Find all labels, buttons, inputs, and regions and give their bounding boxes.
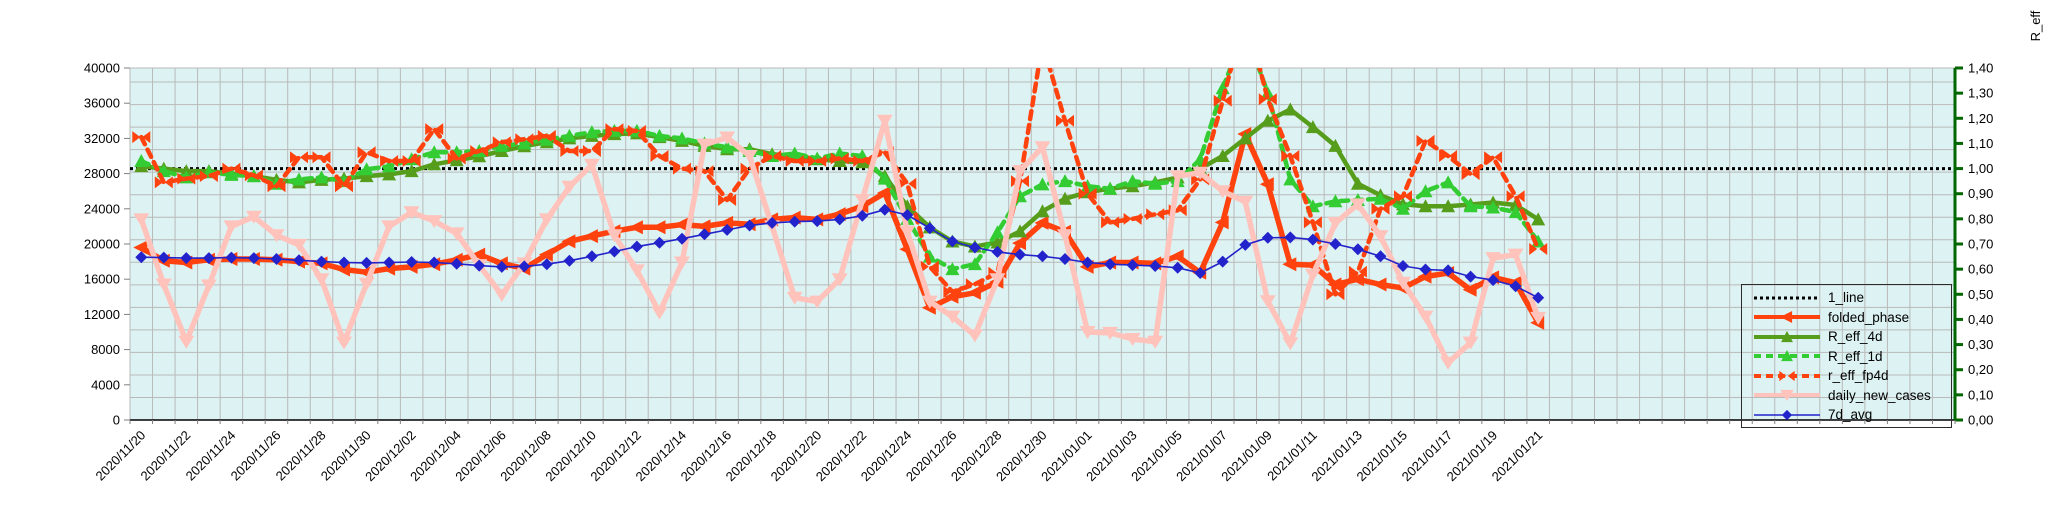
legend-item-7d_avg: 7d_avg [1742,406,1951,424]
legend-label: R_eff_4d [1828,329,1883,344]
left-axis-label: 20000 [84,237,120,252]
legend-sample-1_line [1754,296,1820,299]
right-axis-label: 0,00 [1968,413,1993,428]
right-axis-label: 0,10 [1968,387,1993,402]
right-axis-label: 1,30 [1968,86,1993,101]
legend-label: 7d_avg [1828,407,1873,422]
right-axis-label: 0,20 [1968,362,1993,377]
right-axis: 0,00 0,10 0,20 0,30 0,40 0,50 0,60 0,70 0,80 0,90… [1955,61,1993,428]
left-axis-label: 32000 [84,131,120,146]
x-axis: 2020/11/202020/11/222020/11/242020/11/26… [92,420,1956,484]
right-axis-label: 0,60 [1968,262,1993,277]
left-axis-label: 4000 [91,377,120,392]
bowtie-markers [132,93,1548,301]
right-axis-label: 0,70 [1968,237,1993,252]
left-axis-label: 0 [113,413,120,428]
legend-item-folded_phase: folded_phase [1742,308,1951,326]
plot-area [130,68,1955,420]
gridlines [129,67,1956,421]
right-axis-label: 0,90 [1968,186,1993,201]
legend-label: r_eff_fp4d [1828,368,1889,383]
right-axis-label: 1,10 [1968,136,1993,151]
right-axis-label: 0,80 [1968,211,1993,226]
right-axis-title: R_eff [2028,10,2043,42]
legend-sample-R_eff_4d [1754,330,1820,342]
left-axis-label: 40000 [84,61,120,76]
legend-item-R_eff_1d: R_eff_1d [1742,347,1951,365]
series-layer [130,68,1955,370]
right-axis-label: 1,40 [1968,61,1993,76]
legend: 1_line folded_phase R_eff_4d R_eff_1d r_eff_… [1741,284,1952,428]
left-axis-label: 16000 [84,272,120,287]
legend-item-r_eff_fp4d: r_eff_fp4d [1742,367,1951,385]
diamond-markers [135,203,1545,304]
legend-sample-7d_avg [1754,409,1820,420]
right-axis-label: 1,00 [1968,161,1993,176]
legend-sample-folded_phase [1754,311,1820,323]
left-axis-label: 12000 [84,307,120,322]
tri-down-markers [133,114,1547,370]
right-axis-label: 0,30 [1968,337,1993,352]
left-axis-label: 8000 [91,342,120,357]
legend-label: folded_phase [1828,309,1910,325]
series-daily_new_cases [133,114,1547,370]
series-r_eff_fp4d [132,68,1548,301]
left-axis: 0 4000 8000 12000 16000 20000 24000 28000 32000 3… [84,61,130,428]
right-axis-label: 0,50 [1968,287,1993,302]
legend-label: daily_new_cases [1828,387,1931,403]
right-axis-label: 1,20 [1968,111,1993,126]
legend-item-R_eff_4d: R_eff_4d [1742,328,1951,346]
left-axis-label: 24000 [84,201,120,216]
legend-label: 1_line [1828,290,1865,305]
left-axis-label: 36000 [84,96,120,111]
legend-item-daily_new_cases: daily_new_cases [1742,386,1951,404]
legend-sample-daily_new_cases [1754,389,1820,401]
series-7d_avg [135,203,1545,304]
legend-sample-R_eff_1d [1754,350,1820,362]
legend-sample-r_eff_fp4d [1754,370,1820,381]
right-axis-label: 0,40 [1968,312,1993,327]
legend-label: R_eff_1d [1828,348,1883,364]
legend-item-1_line: 1_line [1742,289,1951,307]
left-axis-label: 28000 [84,166,120,181]
